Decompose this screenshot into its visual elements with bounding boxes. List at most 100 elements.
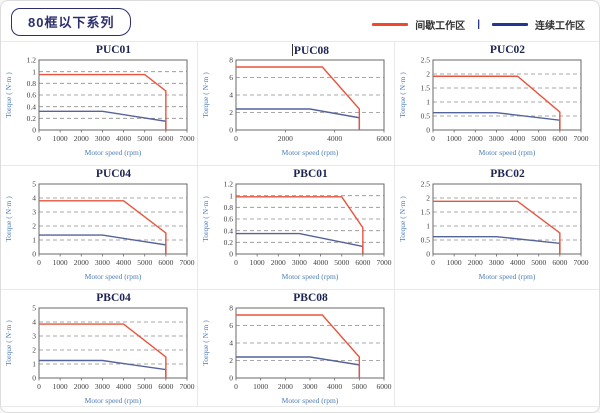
svg-text:8: 8 [229,56,233,65]
svg-text:7000: 7000 [180,382,195,391]
svg-text:0.8: 0.8 [27,79,37,88]
svg-text:2000: 2000 [74,134,89,143]
svg-text:Motor speed (rpm): Motor speed (rpm) [85,272,142,281]
svg-text:6000: 6000 [552,134,567,143]
svg-text:0: 0 [32,126,36,135]
chart-title: PUC04 [95,168,132,180]
svg-text:0: 0 [426,126,430,135]
svg-text:5000: 5000 [334,258,349,267]
svg-text:4: 4 [32,318,36,327]
chart-title: PUC01 [95,44,132,56]
svg-text:2: 2 [426,70,430,79]
chart-title: PBC02 [490,168,525,180]
svg-text:1000: 1000 [447,134,462,143]
legend-intermittent-line-icon [372,23,409,26]
svg-text:7000: 7000 [377,258,392,267]
svg-text:1.2: 1.2 [27,56,37,65]
svg-text:4000: 4000 [510,258,525,267]
svg-text:2000: 2000 [74,382,89,391]
svg-text:6000: 6000 [158,134,173,143]
svg-text:1000: 1000 [53,258,68,267]
svg-text:1.2: 1.2 [224,180,234,189]
svg-text:0.4: 0.4 [27,102,37,111]
svg-text:1000: 1000 [53,134,68,143]
svg-text:5000: 5000 [137,134,152,143]
torque-speed-plot: 0 0.5 1 1.5 2 2.5 0 1000 2000 3000 4000 5000 6000 700… [398,56,589,157]
svg-text:4000: 4000 [116,134,131,143]
svg-text:2.5: 2.5 [421,56,431,65]
svg-text:6000: 6000 [377,382,392,391]
svg-text:5: 5 [32,304,36,313]
svg-text:2000: 2000 [271,258,286,267]
torque-speed-plot: 0 0.2 0.4 0.6 0.8 1 1.2 0 1000 2000 3000 4000 5000 60… [4,56,195,157]
svg-text:1: 1 [426,222,430,231]
svg-text:0: 0 [229,250,233,259]
svg-text:3000: 3000 [95,134,110,143]
series-title-badge: 80框以下系列 [11,8,132,36]
chart-title: PBC08 [293,292,328,304]
svg-text:4000: 4000 [116,258,131,267]
svg-text:2: 2 [426,194,430,203]
svg-text:0.2: 0.2 [224,238,234,247]
svg-text:0.2: 0.2 [27,114,37,123]
torque-speed-plot: 0 1 2 3 4 5 0 1000 2000 3000 4000 5000 6000 7000 Motor… [4,304,195,405]
svg-text:Torque ( N·m ): Torque ( N·m ) [4,320,13,366]
svg-text:2: 2 [32,346,36,355]
svg-text:6: 6 [229,73,233,82]
chart-title: PBC01 [293,168,328,180]
svg-text:0: 0 [37,134,41,143]
svg-text:Motor speed (rpm): Motor speed (rpm) [282,272,339,281]
legend-continuous-line-icon [492,23,528,26]
svg-text:3: 3 [32,332,36,341]
torque-speed-plot: 0 0.5 1 1.5 2 2.5 0 1000 2000 3000 4000 5000 6000 700… [398,180,589,281]
header: 80框以下系列 间歇工作区 | 连续工作区 [1,1,599,41]
svg-text:0: 0 [234,382,238,391]
svg-text:2000: 2000 [468,134,483,143]
svg-text:1000: 1000 [53,382,68,391]
svg-text:Motor speed (rpm): Motor speed (rpm) [282,396,339,405]
svg-text:5000: 5000 [352,382,367,391]
svg-text:0: 0 [431,258,435,267]
chart-cell-pbc08: PBC08 0 2 4 6 8 0 1000 2000 3000 4000 5000 6000 Moto… [198,290,395,407]
torque-speed-plot: 0 1 2 3 4 5 0 1000 2000 3000 4000 5000 6000 7000 Motor… [4,180,195,281]
svg-text:8: 8 [229,304,233,313]
chart-cell-puc02: PUC02 0 0.5 1 1.5 2 2.5 0 1000 2000 3000 4000 5000 6… [395,42,599,166]
svg-text:Torque ( N·m ): Torque ( N·m ) [4,72,13,118]
svg-text:3000: 3000 [95,382,110,391]
svg-text:0: 0 [37,258,41,267]
chart-title: PUC02 [489,44,526,56]
svg-text:5000: 5000 [531,258,546,267]
chart-title: PBC04 [96,292,131,304]
svg-text:6: 6 [229,321,233,330]
svg-text:1: 1 [32,236,36,245]
svg-text:0: 0 [32,250,36,259]
svg-text:Torque ( N·m ): Torque ( N·m ) [201,196,210,242]
svg-text:1.5: 1.5 [421,84,431,93]
svg-text:4000: 4000 [327,134,342,143]
svg-text:2: 2 [229,108,233,117]
svg-text:Motor speed (rpm): Motor speed (rpm) [479,272,536,281]
chart-cell-puc04: PUC04 0 1 2 3 4 5 0 1000 2000 3000 4000 5000 6000 700… [1,166,198,290]
svg-text:0.5: 0.5 [421,112,431,121]
svg-text:Torque ( N·m ): Torque ( N·m ) [398,196,407,242]
torque-speed-plot: 0 0.2 0.4 0.6 0.8 1 1.2 0 1000 2000 3000 4000 5000 60… [201,180,392,281]
chart-cell-pbc01: PBC01 0 0.2 0.4 0.6 0.8 1 1.2 0 1000 2000 3000 4000… [198,166,395,290]
legend: 间歇工作区 | 连续工作区 [372,17,585,32]
svg-text:7000: 7000 [574,258,589,267]
svg-text:6000: 6000 [552,258,567,267]
svg-text:0: 0 [431,134,435,143]
svg-text:1.5: 1.5 [421,208,431,217]
svg-text:Torque ( N·m ): Torque ( N·m ) [201,72,210,118]
svg-text:2000: 2000 [278,134,293,143]
svg-text:5000: 5000 [137,258,152,267]
svg-text:7000: 7000 [180,134,195,143]
svg-text:6000: 6000 [377,134,392,143]
svg-text:Torque ( N·m ): Torque ( N·m ) [4,196,13,242]
svg-text:Motor speed (rpm): Motor speed (rpm) [85,396,142,405]
svg-text:1000: 1000 [250,258,265,267]
svg-text:2000: 2000 [468,258,483,267]
empty-cell [395,290,599,407]
svg-text:6000: 6000 [158,382,173,391]
svg-text:0.5: 0.5 [421,236,431,245]
